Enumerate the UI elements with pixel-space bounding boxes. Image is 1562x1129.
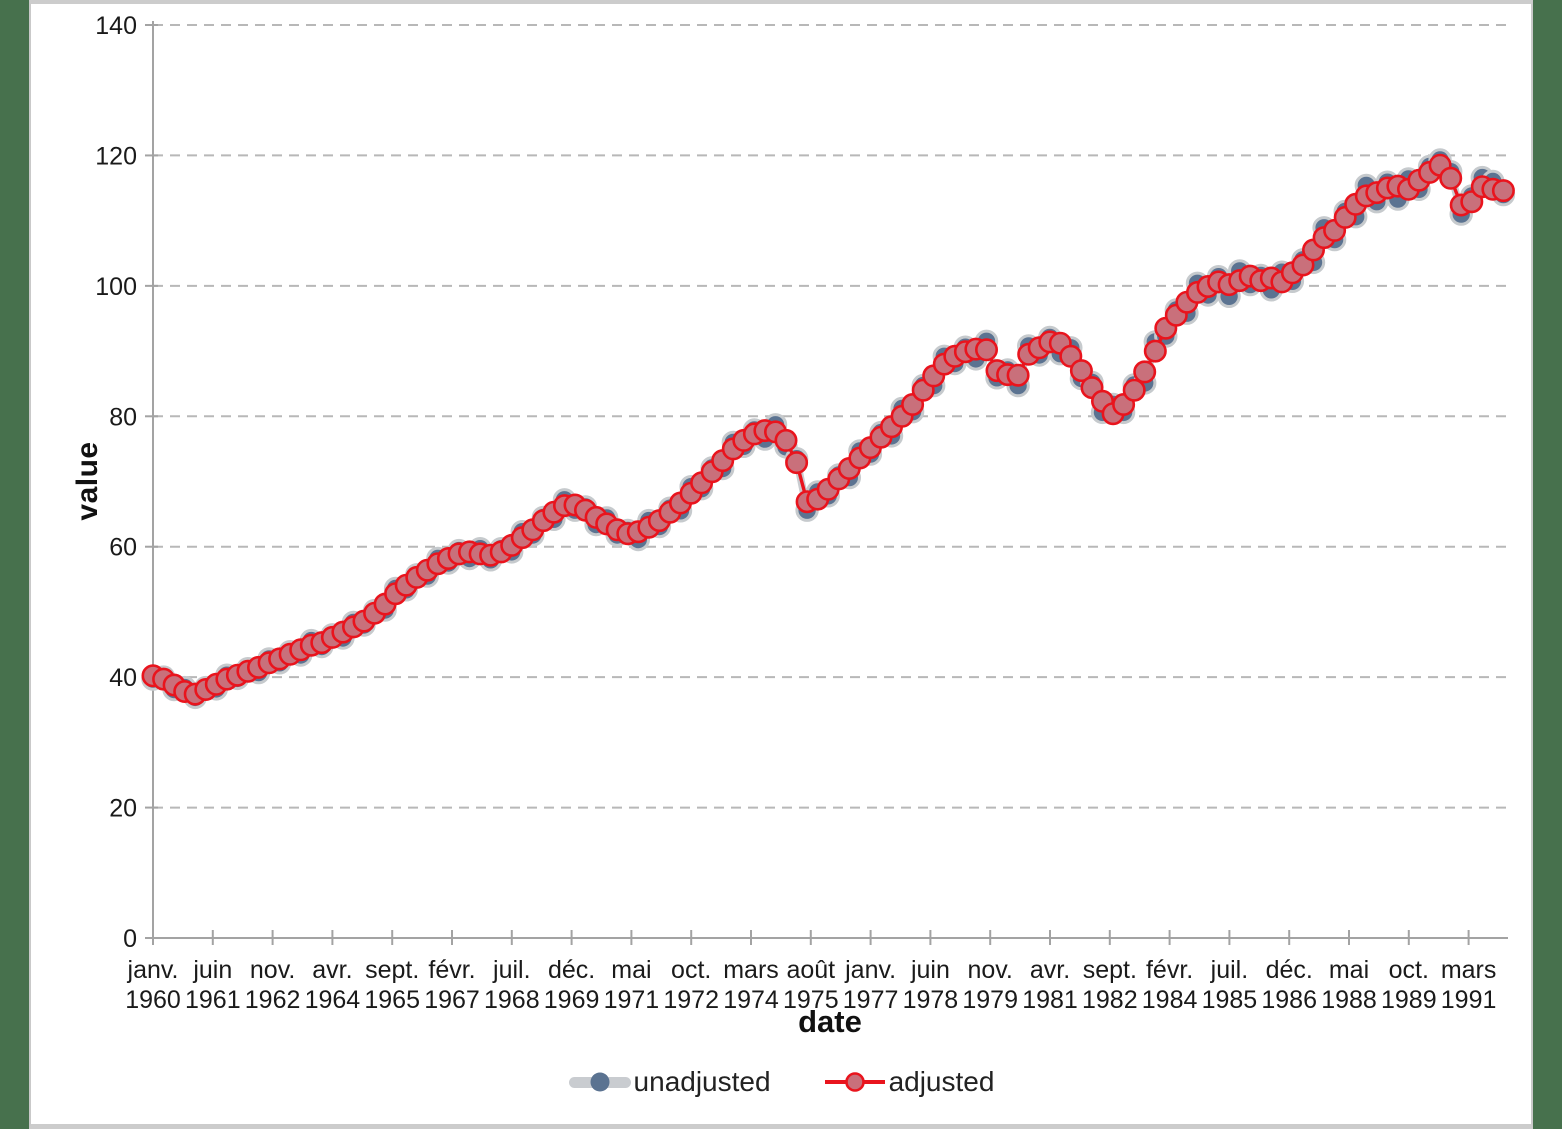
x-axis-title: date	[798, 1004, 862, 1039]
legend: unadjusted adjusted	[31, 1066, 1531, 1098]
x-tick-label-month: mai	[1329, 956, 1369, 984]
y-tick-label: 140	[95, 12, 137, 40]
adjusted-series-swatch-icon	[824, 1072, 885, 1092]
x-tick-label-month: oct.	[671, 956, 711, 984]
unadjusted-series-swatch-icon	[568, 1072, 631, 1092]
data-point-adjusted	[785, 451, 809, 475]
x-tick-label-month: mai	[611, 956, 651, 984]
x-tick-label-month: févr.	[428, 956, 475, 984]
x-tick-label-month: sept.	[1083, 956, 1137, 984]
x-tick-label-year: 1967	[424, 986, 480, 1014]
x-tick-label-year: 1985	[1202, 986, 1258, 1014]
x-tick-label-month: nov.	[967, 956, 1012, 984]
x-tick-label-year: 1964	[305, 986, 361, 1014]
x-tick-label-month: janv.	[844, 956, 896, 984]
legend-label-adjusted: adjusted	[888, 1066, 995, 1097]
plot-area: 0 20 40 60 80 100 120 140 janv. 1960 juin 1961 nov. 1…	[31, 4, 1531, 1124]
y-tick-label: 60	[109, 534, 137, 562]
x-tick-label-year: 1979	[962, 986, 1018, 1014]
x-tick-label-year: 1986	[1261, 986, 1317, 1014]
x-tick-label-year: 1981	[1022, 986, 1078, 1014]
data-point-adjusted	[1439, 166, 1463, 190]
legend-item-unadjusted: unadjusted	[568, 1066, 771, 1098]
x-tick-label-year: 1984	[1142, 986, 1198, 1014]
y-tick-label: 80	[109, 403, 137, 431]
y-tick-label: 120	[95, 142, 137, 170]
x-tick-label-month: juil.	[492, 956, 531, 984]
axes: 020406080100120140janv.1960juin1961nov.1…	[95, 12, 1508, 1014]
x-tick-label-month: janv.	[127, 956, 179, 984]
x-tick-label-year: 1965	[364, 986, 420, 1014]
legend-label-unadjusted: unadjusted	[633, 1066, 771, 1097]
x-tick-label-month: sept.	[365, 956, 419, 984]
x-tick-label-month: mars	[723, 956, 779, 984]
x-tick-label-month: juin	[192, 956, 232, 984]
x-tick-label-year: 1989	[1381, 986, 1437, 1014]
x-tick-label-month: déc.	[1266, 956, 1313, 984]
data-point-adjusted	[1069, 359, 1093, 383]
data-point-adjusted	[974, 338, 998, 362]
y-tick-label: 40	[109, 664, 137, 692]
x-tick-label-year: 1968	[484, 986, 540, 1014]
y-tick-label: 20	[109, 795, 137, 823]
x-tick-label-year: 1972	[663, 986, 719, 1014]
x-tick-label-month: oct.	[1389, 956, 1429, 984]
x-tick-label-year: 1961	[185, 986, 241, 1014]
x-tick-label-year: 1982	[1082, 986, 1138, 1014]
data-point-adjusted	[774, 428, 798, 452]
x-tick-label-year: 1991	[1441, 986, 1497, 1014]
data-point-adjusted	[1133, 360, 1157, 384]
legend-item-adjusted: adjusted	[823, 1066, 995, 1098]
x-tick-label-year: 1962	[245, 986, 301, 1014]
chart-panel: 0 20 40 60 80 100 120 140 janv. 1960 juin 1961 nov. 1…	[29, 0, 1533, 1129]
x-tick-label-year: 1975	[783, 986, 839, 1014]
x-tick-label-month: août	[786, 956, 835, 984]
y-tick-label: 100	[95, 273, 137, 301]
x-tick-label-month: juil.	[1210, 956, 1249, 984]
x-tick-label-month: mars	[1441, 956, 1497, 984]
data-point-adjusted	[1491, 179, 1515, 203]
x-tick-label-year: 1960	[125, 986, 181, 1014]
x-tick-label-month: juin	[910, 956, 950, 984]
x-tick-label-month: avr.	[1030, 956, 1070, 984]
x-tick-label-year: 1971	[604, 986, 660, 1014]
data-point-adjusted	[1122, 378, 1146, 402]
x-tick-label-year: 1978	[903, 986, 959, 1014]
x-tick-label-year: 1988	[1321, 986, 1377, 1014]
data-point-adjusted	[1006, 363, 1030, 387]
gridlines	[153, 24, 1508, 809]
line-chart: 020406080100120140janv.1960juin1961nov.1…	[95, 12, 1516, 1014]
series-adjusted	[141, 153, 1515, 706]
y-tick-label: 0	[123, 925, 137, 953]
x-tick-label-year: 1974	[723, 986, 779, 1014]
x-tick-label-month: avr.	[312, 956, 352, 984]
x-tick-label-year: 1977	[843, 986, 899, 1014]
x-tick-label-month: nov.	[250, 956, 295, 984]
data-point-adjusted	[1143, 339, 1167, 363]
x-tick-label-month: déc.	[548, 956, 595, 984]
y-axis-title: value	[71, 441, 104, 521]
x-tick-label-year: 1969	[544, 986, 600, 1014]
x-tick-label-month: févr.	[1146, 956, 1193, 984]
